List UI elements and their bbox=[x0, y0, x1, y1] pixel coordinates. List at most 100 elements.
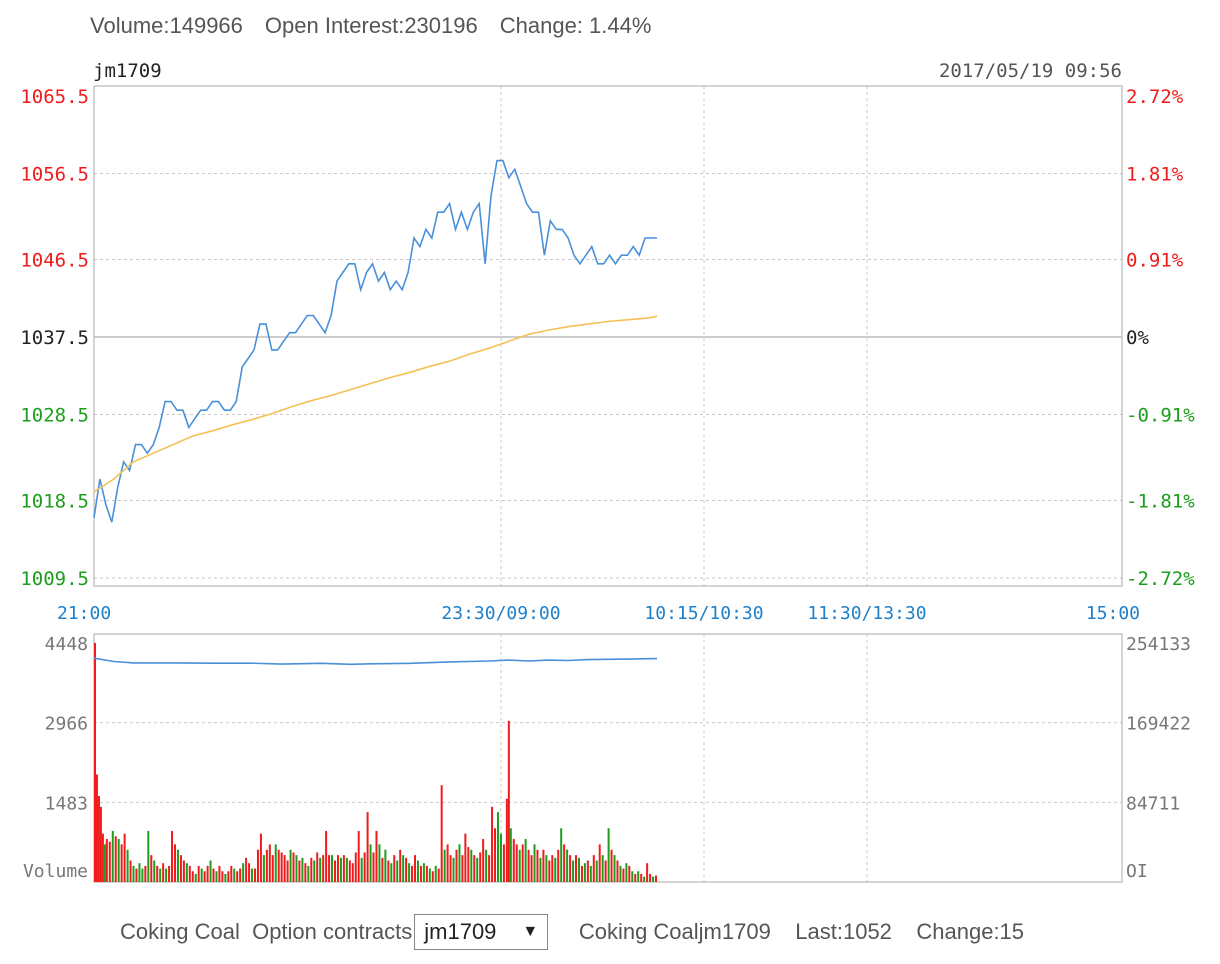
volume-bar bbox=[505, 798, 508, 882]
volume-bar bbox=[428, 868, 431, 882]
pct-tick-label: -2.72% bbox=[1126, 568, 1195, 590]
volume-bar bbox=[256, 849, 259, 882]
volume-bar bbox=[499, 833, 502, 882]
pct-tick-label: 1.81% bbox=[1126, 163, 1184, 185]
volume-bar bbox=[545, 855, 548, 882]
volume-bar bbox=[295, 855, 298, 882]
volume-bar bbox=[536, 849, 539, 882]
volume-bar bbox=[563, 844, 566, 882]
volume-bar bbox=[414, 855, 417, 882]
spacer bbox=[240, 919, 252, 945]
volume-bar bbox=[328, 855, 331, 882]
volume-bar bbox=[212, 868, 215, 882]
volume-bar bbox=[132, 865, 135, 882]
volume-bar bbox=[655, 875, 658, 882]
volume-bar bbox=[583, 863, 586, 882]
time-tick-label: 11:30/13:30 bbox=[807, 603, 926, 624]
volume-bar bbox=[334, 860, 337, 882]
volume-bar bbox=[319, 857, 322, 882]
volume-bar bbox=[518, 849, 521, 882]
volume-bar bbox=[253, 868, 256, 882]
volume-bar bbox=[325, 830, 328, 882]
volume-bar bbox=[176, 849, 179, 882]
volume-bar bbox=[515, 844, 518, 882]
volume-bar bbox=[440, 785, 443, 882]
volume-bar bbox=[530, 855, 533, 882]
volume-bar bbox=[569, 855, 572, 882]
volume-bar bbox=[206, 865, 209, 882]
volume-bar bbox=[348, 860, 351, 882]
price-tick-label: 1009.5 bbox=[20, 568, 89, 590]
datetime-label: 2017/05/19 09:56 bbox=[939, 60, 1122, 82]
volume-bar bbox=[479, 852, 482, 882]
pct-tick-label: -0.91% bbox=[1126, 404, 1195, 426]
oi-tick-label: 169422 bbox=[1126, 714, 1191, 735]
volume-bar bbox=[239, 868, 242, 882]
volume-bar bbox=[455, 849, 458, 882]
volume-bar bbox=[566, 849, 569, 882]
price-tick-label: 1018.5 bbox=[20, 491, 89, 513]
volume-bar bbox=[147, 830, 150, 882]
volume-bar bbox=[97, 796, 100, 882]
volume-bar bbox=[595, 860, 598, 882]
product-name: Coking Coal bbox=[120, 919, 240, 944]
time-tick-label: 23:30/09:00 bbox=[441, 603, 560, 624]
volume-bar bbox=[224, 873, 227, 882]
volume-bar bbox=[524, 839, 527, 882]
volume-bar bbox=[637, 871, 640, 882]
volume-bar bbox=[425, 865, 428, 882]
spacer bbox=[771, 919, 795, 945]
volume-bar bbox=[405, 857, 408, 882]
volume-bar bbox=[554, 857, 557, 882]
volume-bar bbox=[384, 849, 387, 882]
volume-bar bbox=[411, 865, 414, 882]
volume-bar bbox=[316, 852, 319, 882]
open-interest-line bbox=[93, 657, 658, 666]
volume-bar bbox=[458, 844, 461, 882]
volume-bar bbox=[533, 844, 536, 882]
volume-bar bbox=[331, 855, 334, 882]
volume-bar bbox=[381, 857, 384, 882]
volume-bar bbox=[393, 855, 396, 882]
open-interest-stat: Open Interest:230196 bbox=[264, 13, 478, 38]
volume-bar bbox=[613, 855, 616, 882]
volume-bar bbox=[156, 865, 159, 882]
volume-bar bbox=[467, 847, 470, 882]
volume-bar bbox=[449, 855, 452, 882]
volume-bar bbox=[396, 860, 399, 882]
volume-bar bbox=[191, 871, 194, 882]
volume-bar bbox=[372, 852, 375, 882]
volume-bar bbox=[123, 833, 126, 882]
volume-bar bbox=[248, 863, 251, 882]
volume-bar bbox=[452, 857, 455, 882]
last-price: Last:1052 bbox=[795, 919, 892, 944]
volume-tick-label: 4448 bbox=[45, 634, 88, 655]
volume-bar bbox=[446, 844, 449, 882]
contract-select[interactable]: jm1709 ▼ bbox=[414, 914, 549, 950]
price-series bbox=[93, 159, 658, 523]
pct-tick-label: 0% bbox=[1126, 327, 1149, 349]
volume-bar bbox=[616, 860, 619, 882]
volume-bar bbox=[209, 860, 212, 882]
option-contracts-label: Option contracts bbox=[252, 919, 413, 944]
volume-bar bbox=[307, 865, 310, 882]
volume-bar bbox=[488, 855, 491, 882]
time-tick-label: 21:00 bbox=[57, 603, 111, 624]
volume-bar bbox=[575, 855, 578, 882]
contract-select-value: jm1709 bbox=[424, 919, 497, 944]
volume-left-axis: 4448 2966 1483 bbox=[45, 634, 88, 814]
volume-bar bbox=[509, 828, 512, 882]
volume-bar bbox=[527, 849, 530, 882]
price-panel-frame bbox=[93, 85, 1123, 587]
volume-bar bbox=[652, 876, 655, 882]
volume-bar bbox=[298, 860, 301, 882]
volume-bar bbox=[111, 830, 114, 882]
volume-bar bbox=[277, 849, 280, 882]
volume-bar bbox=[539, 857, 542, 882]
volume-bar bbox=[631, 871, 634, 882]
volume-bar bbox=[144, 865, 147, 882]
volume-bar bbox=[99, 806, 102, 882]
spacer bbox=[892, 919, 916, 945]
price-line bbox=[93, 159, 657, 523]
volume-bar bbox=[443, 849, 446, 882]
